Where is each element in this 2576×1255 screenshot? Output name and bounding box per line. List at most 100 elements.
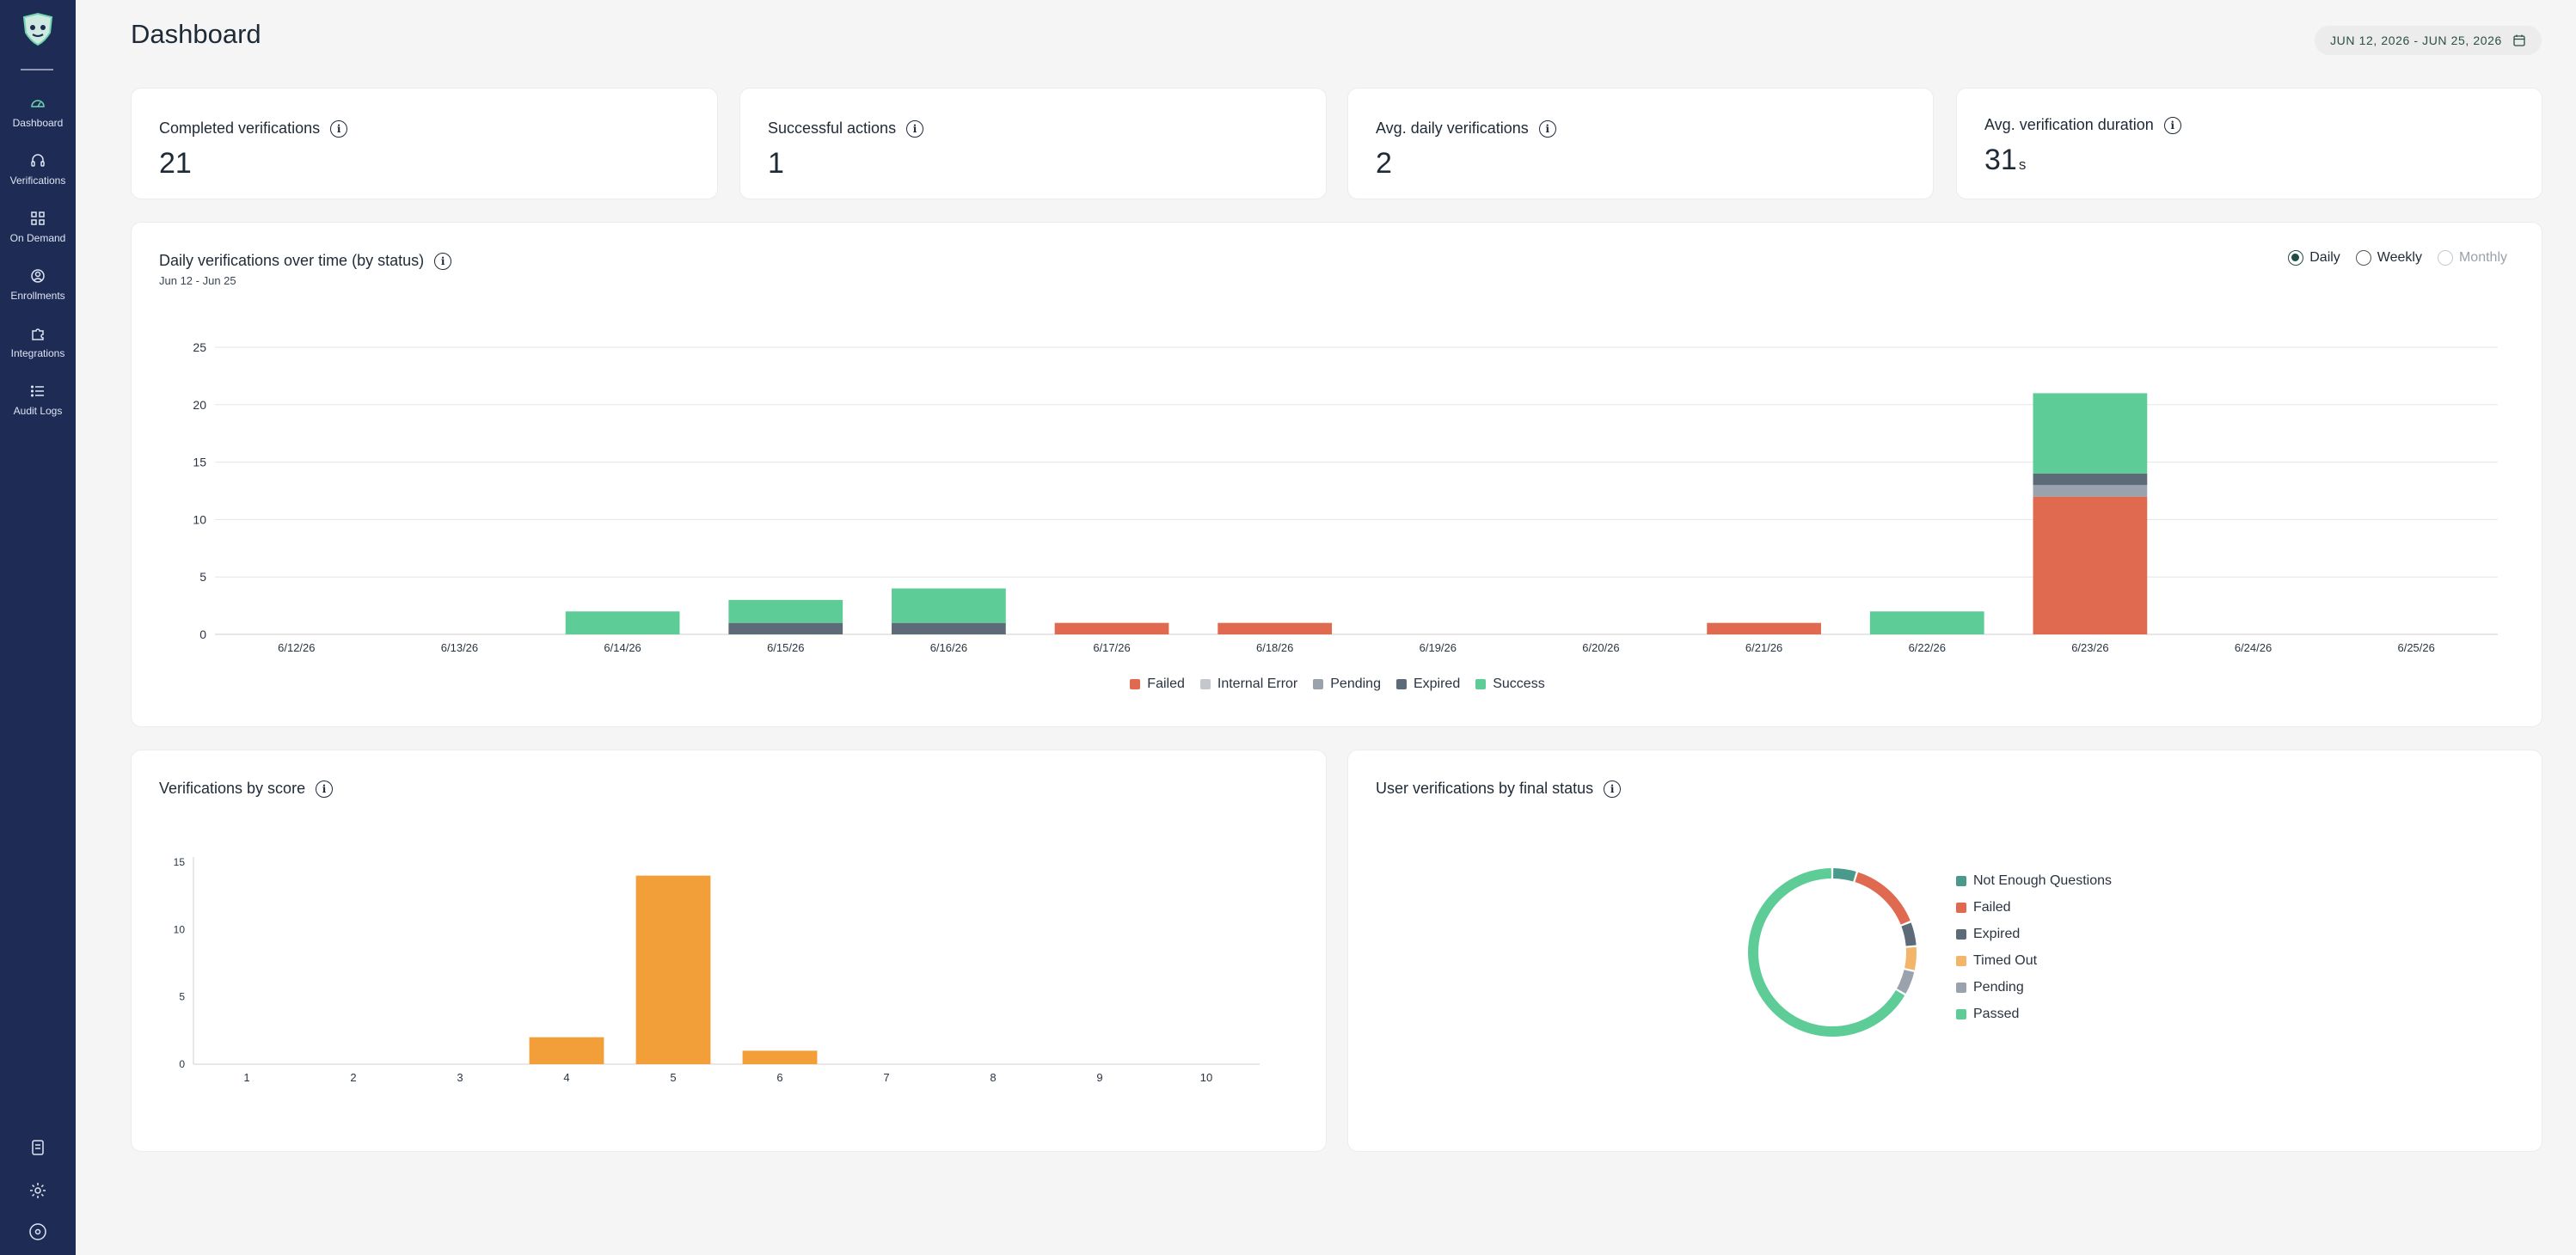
x-tick-label: 6/23/26 <box>2071 641 2108 654</box>
info-icon[interactable]: i <box>434 252 452 270</box>
legend-item[interactable]: Passed <box>1956 1007 2112 1022</box>
chart-title-text: Verifications by score <box>159 780 306 797</box>
info-icon[interactable]: i <box>1538 119 1556 138</box>
daily-verifications-chart: 0 5 10 15 20 25 6/12/26 6/13/26 6/14/26 6/15/26 6/… <box>193 340 2498 654</box>
legend-item[interactable]: Timed Out <box>1956 953 2112 969</box>
radio-label: Monthly <box>2458 250 2507 265</box>
legend-label: Not Enough Questions <box>1973 873 2112 888</box>
score-bar <box>529 1037 604 1064</box>
docs-button[interactable] <box>0 1138 76 1157</box>
nav-item-enrollments[interactable]: Enrollments <box>0 267 76 317</box>
y-tick-label: 5 <box>179 991 185 1003</box>
kpi-value: 2 <box>1376 147 1394 181</box>
kpi-number: 1 <box>768 147 784 180</box>
bar-segment <box>1054 622 1169 634</box>
legend-item[interactable]: Pending <box>1956 980 2112 995</box>
chart-title: Daily verifications over time (by status… <box>159 252 452 270</box>
y-tick-label: 5 <box>199 570 206 584</box>
info-icon[interactable]: i <box>316 780 334 798</box>
settings-button[interactable] <box>0 1181 76 1200</box>
status-chart-legend: Not Enough Questions Failed Expired Timed O… <box>1956 873 2112 1022</box>
kpi-label: Avg. daily verifications i <box>1376 119 1556 138</box>
bar-segment <box>892 588 1006 623</box>
legend-item[interactable]: Failed <box>1130 676 1185 692</box>
kpi-label: Avg. verification duration i <box>1984 116 2181 134</box>
nav-item-audit-logs[interactable]: Audit Logs <box>0 383 76 432</box>
account-button[interactable] <box>0 1222 76 1241</box>
legend-swatch <box>1956 983 1966 993</box>
legend-swatch <box>1395 679 1407 689</box>
x-tick-label: 6/18/26 <box>1256 641 1293 654</box>
document-icon <box>32 1140 44 1155</box>
nav-item-integrations[interactable]: Integrations <box>0 325 76 375</box>
chart-title: User verifications by final status i <box>1376 780 1622 798</box>
legend-item[interactable]: Expired <box>1395 676 1460 692</box>
user-circle-icon <box>31 269 45 283</box>
kpi-label-text: Completed verifications <box>159 119 321 137</box>
nav-label: Enrollments <box>10 290 65 302</box>
score-bar <box>742 1050 818 1064</box>
kpi-value: 1 <box>768 147 786 181</box>
legend-item[interactable]: Failed <box>1956 900 2112 915</box>
gear-icon <box>30 1183 46 1198</box>
legend-swatch <box>1956 929 1966 940</box>
legend-item[interactable]: Expired <box>1956 927 2112 942</box>
info-icon[interactable]: i <box>906 119 924 138</box>
donut-slice <box>1833 868 1856 882</box>
kpi-label-text: Avg. verification duration <box>1984 116 2154 133</box>
legend-item[interactable]: Pending <box>1313 676 1381 692</box>
info-icon[interactable]: i <box>1604 780 1622 798</box>
radio-dot <box>2437 250 2453 266</box>
legend-swatch <box>1956 1009 1966 1019</box>
kpi-number: 2 <box>1376 147 1392 180</box>
bar-segment <box>728 599 843 623</box>
x-tick-label: 9 <box>1096 1071 1102 1084</box>
account-icon <box>29 1223 46 1240</box>
radio-weekly[interactable]: Weekly <box>2355 250 2422 266</box>
legend-item[interactable]: Not Enough Questions <box>1956 873 2112 889</box>
calendar-icon <box>2513 34 2525 46</box>
x-tick-label: 6/22/26 <box>1909 641 1946 654</box>
app-logo-icon[interactable] <box>19 12 57 46</box>
bar-segment <box>892 622 1006 634</box>
nav-item-verifications[interactable]: Verifications <box>0 152 76 202</box>
radio-dot <box>2355 250 2371 266</box>
kpi-label: Completed verifications i <box>159 119 348 138</box>
status-chart-card: User verifications by final status i Not … <box>1347 750 2542 1152</box>
grid-icon <box>31 211 45 225</box>
bar-segment <box>565 611 680 634</box>
chart-title-text: Daily verifications over time (by status… <box>159 252 425 269</box>
page-title: Dashboard <box>131 19 261 49</box>
legend-label: Failed <box>1147 676 1185 691</box>
nav-item-dashboard[interactable]: Dashboard <box>0 95 76 144</box>
bar-segment <box>2033 496 2148 634</box>
radio-daily[interactable]: Daily <box>2288 250 2340 266</box>
legend-item[interactable]: Internal Error <box>1199 676 1298 692</box>
bar-segment <box>1869 611 1984 634</box>
bar-segment <box>2033 485 2148 497</box>
kpi-value: 21 <box>159 147 193 181</box>
daily-chart-card: Daily verifications over time (by status… <box>131 222 2542 727</box>
chart-subtitle: Jun 12 - Jun 25 <box>159 274 236 287</box>
legend-swatch <box>1956 956 1966 966</box>
y-tick-label: 0 <box>179 1058 185 1070</box>
info-icon[interactable]: i <box>2163 116 2181 134</box>
legend-label: Internal Error <box>1217 676 1298 691</box>
legend-swatch <box>1956 876 1966 886</box>
nav-label: On Demand <box>9 232 66 244</box>
date-range-picker[interactable]: JUN 12, 2026 - JUN 25, 2026 <box>2315 26 2542 55</box>
list-icon <box>30 385 44 397</box>
x-tick-label: 6/14/26 <box>604 641 641 654</box>
bar-segment <box>728 622 843 634</box>
legend-item[interactable]: Success <box>1475 676 1545 692</box>
period-selector: Daily Weekly Monthly <box>2288 250 2507 266</box>
info-icon[interactable]: i <box>330 119 348 138</box>
nav-item-on-demand[interactable]: On Demand <box>0 210 76 260</box>
sidebar-divider <box>21 69 53 70</box>
status-donut-chart <box>1748 868 1917 1037</box>
x-tick-label: 7 <box>883 1071 889 1084</box>
donut-slice <box>1904 946 1917 970</box>
x-tick-label: 6/24/26 <box>2235 641 2272 654</box>
kpi-card-avg-daily: Avg. daily verifications i 2 <box>1347 88 1934 199</box>
kpi-label: Successful actions i <box>768 119 924 138</box>
